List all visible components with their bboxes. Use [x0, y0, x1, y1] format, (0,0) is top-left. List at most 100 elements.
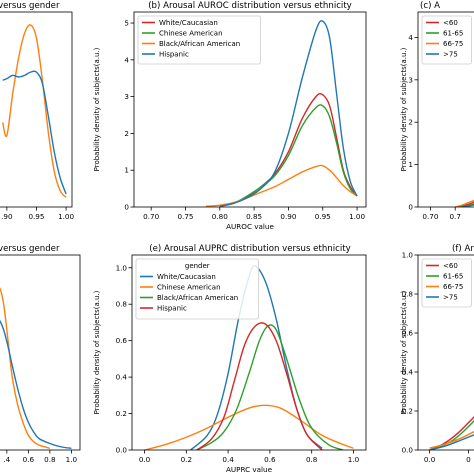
panel-title: (f) Ar: [452, 244, 474, 254]
x-tick-label: 0.4: [222, 455, 234, 464]
legend-label: Hispanic: [157, 305, 187, 313]
y-tick-label: 1.0: [402, 251, 414, 260]
panel-title: versus gender: [0, 1, 60, 11]
legend-label: >75: [443, 51, 458, 59]
series-line-chinese-american: [144, 404, 354, 450]
legend-label: 66-75: [443, 40, 463, 48]
chart-panel-left-top: .90 0.95 1.00 versus gender: [0, 1, 74, 221]
y-tick-label: 1: [124, 166, 129, 175]
axes-frame: [417, 254, 474, 451]
series-line-series-1: [0, 319, 72, 450]
x-tick-label: .4: [3, 455, 10, 464]
y-tick-label: 4: [408, 33, 413, 42]
x-tick-label: 0: [466, 455, 471, 464]
y-tick-label: 0.4: [402, 368, 414, 377]
axes-frame: [131, 254, 367, 451]
x-tick-label: 1.0: [348, 455, 360, 464]
axes-frame: [0, 11, 73, 208]
x-tick-label: 0.0: [424, 455, 436, 464]
legend-label: 66-75: [443, 283, 463, 291]
y-tick-label: 2: [408, 118, 413, 127]
series-line-hispanic: [196, 322, 323, 450]
y-tick-label: 3: [408, 75, 413, 84]
series-line-66-75: [455, 199, 474, 207]
x-tick-label: 1.00: [58, 212, 74, 221]
y-tick-label: 4: [124, 55, 129, 64]
legend: <60 61-65 66-75 >75: [421, 15, 472, 65]
y-tick-label: 0.6: [402, 329, 414, 338]
y-tick-label: 0.0: [402, 446, 414, 455]
legend-box: [135, 258, 259, 320]
chart-panel-left-bottom: .4 0.6 0.8 1.0 versus gender: [0, 244, 81, 464]
series-line--75: [429, 434, 474, 450]
legend-title: gender: [185, 262, 210, 270]
y-tick-label: 0.2: [402, 407, 413, 416]
legend: <60 61-65 66-75 >75: [421, 258, 472, 308]
x-tick-label: 0.8: [44, 455, 56, 464]
series-line-chinese-american: [219, 104, 358, 207]
y-axis-label: Probability density of subjects(a.u.): [400, 47, 408, 171]
series-line-black-african-american: [196, 324, 344, 450]
y-tick-label: 1: [408, 160, 413, 169]
y-tick-label: 0.8: [116, 300, 128, 309]
x-axis-label: AUPRC value: [226, 465, 273, 474]
legend-label: Chinese American: [159, 30, 223, 38]
legend-label: <60: [443, 262, 458, 270]
legend-label: 61-65: [443, 273, 463, 281]
x-tick-label: 1.0: [66, 455, 78, 464]
y-axis-label: Probability density of subjects(a.u.): [400, 290, 408, 414]
panel-title: (c) A: [420, 1, 440, 11]
x-tick-label: .90: [1, 212, 13, 221]
axes-frame: [417, 11, 474, 208]
legend-label: Hispanic: [159, 51, 189, 59]
x-tick-label: 0.95: [315, 212, 331, 221]
series-line-66-75: [429, 430, 474, 449]
x-tick-label: 0.6: [264, 455, 276, 464]
y-tick-label: 5: [124, 19, 129, 28]
y-tick-label: 3: [124, 92, 129, 101]
legend-box: [421, 258, 472, 308]
y-axis-label: Probability density of subjects(a.u.): [93, 47, 101, 171]
y-tick-label: 0.4: [116, 373, 128, 382]
series-line-hispanic: [219, 20, 358, 207]
series-line-series-0: [0, 287, 51, 450]
legend-box: [137, 15, 261, 65]
legend-label: Chinese American: [157, 284, 221, 292]
y-tick-label: 0.2: [116, 409, 127, 418]
x-tick-label: 0.80: [212, 212, 228, 221]
chart-panel-b: 0.70 0.75 0.80 0.85 0.90 0.95 1.00 0 1 2 3 4 5 (b) Ar…: [93, 1, 367, 231]
x-tick-label: 0.6: [23, 455, 35, 464]
legend-label: >75: [443, 294, 458, 302]
legend-label: White/Caucasian: [157, 273, 216, 281]
legend-label: Black/African American: [157, 294, 238, 302]
x-tick-label: 0.2: [181, 455, 192, 464]
legend: gender White/Caucasian Chinese American Bla…: [135, 258, 259, 320]
series-line-white-caucasian: [219, 92, 358, 207]
x-tick-label: 0.8: [306, 455, 318, 464]
x-tick-label: 0.95: [28, 212, 44, 221]
x-axis-label: AUROC value: [226, 222, 274, 231]
chart-panel-e: 0.0 0.2 0.4 0.6 0.8 1.0 0.0 0.2 0.4 0.6 0.8 1.0 (e) …: [93, 244, 367, 474]
legend-label: Black/African American: [159, 40, 240, 48]
series-line-61-65: [429, 420, 474, 450]
series-line-series-1: [2, 70, 67, 195]
y-tick-label: 0: [124, 203, 129, 212]
x-tick-label: 0.75: [177, 212, 193, 221]
axes-frame: [0, 254, 81, 451]
y-tick-label: 0.6: [116, 336, 128, 345]
x-tick-label: 0.7: [449, 212, 460, 221]
series-line-series-0: [2, 24, 67, 198]
legend-label: <60: [443, 19, 458, 27]
panel-title: (b) Arousal AUROC distribution versus et…: [148, 1, 352, 11]
x-tick-label: 0.85: [246, 212, 262, 221]
panel-title: versus gender: [0, 244, 60, 254]
x-tick-label: 1.00: [349, 212, 365, 221]
y-axis-label: Probability density of subjects(a.u.): [93, 290, 101, 414]
legend: White/Caucasian Chinese American Black/Afr…: [137, 15, 261, 65]
chart-panel-f: 0.0 0 0.0 0.2 0.4 0.6 0.8 1.0 (f) Ar Probability …: [400, 244, 474, 464]
series-line-black-african-american: [206, 164, 358, 207]
x-tick-label: 0.70: [422, 212, 438, 221]
y-tick-label: 0.0: [116, 446, 128, 455]
